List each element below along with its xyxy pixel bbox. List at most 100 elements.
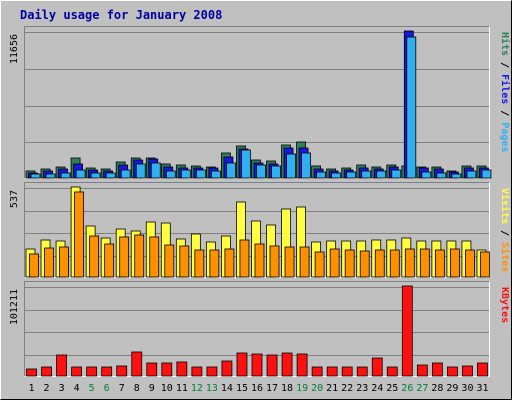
bar-pages-day-2 bbox=[45, 173, 56, 179]
bar-pages-day-16 bbox=[256, 164, 266, 179]
x-tick-label: 3 bbox=[59, 383, 65, 394]
bar-sites-day-21 bbox=[329, 248, 340, 278]
legend-entry-hits: Hits bbox=[499, 32, 511, 56]
bar-pages-day-5 bbox=[90, 172, 101, 179]
bar-pages-day-31 bbox=[481, 169, 492, 179]
legend-entry-files: Files bbox=[499, 74, 511, 104]
x-tick-label: 25 bbox=[386, 383, 398, 394]
panel-kbytes: 101211 KBytes bbox=[9, 281, 510, 377]
bar-sites-day-13 bbox=[209, 249, 220, 278]
bar-pages-day-20 bbox=[316, 171, 327, 179]
bar-kbytes-day-14 bbox=[221, 360, 233, 377]
x-axis-labels: 1 2 3 4 5 6 7 8 9 10 11 12 13 14 15 16 17 18 19 20 21 22 23 24 2… bbox=[29, 383, 489, 394]
bar-kbytes-day-30 bbox=[462, 365, 473, 377]
x-tick-label: 24 bbox=[371, 383, 383, 394]
legend-separator: / bbox=[499, 104, 510, 122]
bar-pages-day-3 bbox=[60, 172, 71, 179]
bar-pages-day-22 bbox=[346, 171, 357, 179]
legend-entry-visits: Visits bbox=[499, 188, 511, 224]
bar-sites-day-2 bbox=[44, 247, 54, 278]
x-tick-label: 27 bbox=[416, 383, 428, 394]
x-tick-label: 2 bbox=[44, 383, 50, 394]
bar-sites-day-11 bbox=[179, 245, 190, 278]
bar-sites-day-29 bbox=[450, 248, 460, 278]
bar-kbytes-day-18 bbox=[281, 352, 293, 377]
bar-pages-day-8 bbox=[135, 163, 146, 179]
bar-kbytes-day-23 bbox=[356, 366, 368, 377]
bar-kbytes-day-24 bbox=[371, 357, 383, 377]
bar-kbytes-day-4 bbox=[71, 366, 83, 377]
bar-pages-day-25 bbox=[391, 169, 402, 179]
y-max-label: 537 bbox=[9, 190, 20, 208]
legend-entry-kbytes: KBytes bbox=[499, 287, 510, 323]
panel-visits-sites: 537 Visits / Sites bbox=[9, 182, 511, 278]
bar-sites-day-10 bbox=[164, 244, 175, 278]
bar-sites-day-23 bbox=[359, 250, 370, 278]
x-tick-label: 29 bbox=[446, 383, 458, 394]
bar-sites-day-1 bbox=[29, 253, 39, 278]
x-tick-label: 31 bbox=[476, 383, 488, 394]
bar-sites-day-19 bbox=[299, 246, 310, 278]
bar-kbytes-day-1 bbox=[26, 368, 37, 377]
bar-kbytes-day-3 bbox=[56, 354, 67, 377]
bar-kbytes-day-26 bbox=[401, 285, 413, 377]
x-tick-label: 15 bbox=[236, 383, 248, 394]
x-tick-label: 16 bbox=[251, 383, 263, 394]
panel-background bbox=[24, 26, 490, 179]
x-tick-label: 11 bbox=[176, 383, 188, 394]
x-tick-label: 22 bbox=[341, 383, 353, 394]
bar-pages-day-11 bbox=[180, 169, 191, 179]
bar-kbytes-day-29 bbox=[447, 366, 458, 377]
bar-kbytes-day-2 bbox=[41, 366, 52, 377]
bar-sites-day-18 bbox=[284, 246, 295, 278]
x-tick-label: 21 bbox=[326, 383, 338, 394]
bar-sites-day-25 bbox=[389, 249, 400, 278]
x-tick-label: 13 bbox=[206, 383, 218, 394]
x-tick-label: 5 bbox=[89, 383, 95, 394]
bar-pages-day-24 bbox=[376, 170, 387, 179]
bar-kbytes-day-13 bbox=[206, 366, 218, 377]
bar-kbytes-day-16 bbox=[251, 353, 263, 377]
legend-separator: / bbox=[499, 56, 510, 74]
bar-pages-day-13 bbox=[210, 170, 221, 179]
bar-sites-day-6 bbox=[104, 243, 115, 278]
bar-pages-day-17 bbox=[271, 165, 281, 179]
legend: KBytes bbox=[499, 287, 510, 323]
bar-pages-day-15 bbox=[241, 149, 251, 179]
bar-sites-day-27 bbox=[419, 248, 430, 278]
x-tick-label: 9 bbox=[149, 383, 155, 394]
bar-sites-day-26 bbox=[404, 248, 415, 278]
bar-sites-day-7 bbox=[119, 236, 130, 278]
x-tick-label: 30 bbox=[461, 383, 473, 394]
bar-sites-day-9 bbox=[149, 236, 160, 278]
x-tick-label: 1 bbox=[29, 383, 35, 394]
bar-kbytes-day-9 bbox=[146, 362, 158, 377]
x-tick-label: 28 bbox=[431, 383, 443, 394]
x-tick-label: 26 bbox=[401, 383, 413, 394]
bar-sites-day-20 bbox=[314, 251, 325, 278]
bar-sites-day-17 bbox=[269, 245, 280, 278]
bar-kbytes-day-12 bbox=[191, 366, 203, 377]
chart-panels: 11656 Hits / Files / Pages 537 Visits / Sit… bbox=[9, 26, 511, 377]
bar-sites-day-30 bbox=[465, 249, 475, 278]
x-tick-label: 23 bbox=[356, 383, 368, 394]
bar-kbytes-day-31 bbox=[477, 362, 488, 377]
legend-entry-sites: Sites bbox=[499, 242, 511, 272]
legend: Hits / Files / Pages bbox=[499, 32, 511, 152]
bar-sites-day-4 bbox=[74, 191, 84, 278]
y-max-label: 11656 bbox=[9, 34, 20, 64]
bar-pages-day-10 bbox=[165, 170, 176, 179]
x-tick-label: 19 bbox=[296, 383, 308, 394]
bar-kbytes-day-27 bbox=[416, 364, 428, 377]
bar-sites-day-15 bbox=[239, 239, 250, 278]
bar-pages-day-12 bbox=[195, 169, 206, 179]
bar-sites-day-8 bbox=[134, 234, 145, 278]
bar-pages-day-27 bbox=[421, 171, 432, 179]
bar-kbytes-day-20 bbox=[311, 366, 323, 377]
x-tick-label: 18 bbox=[281, 383, 293, 394]
bar-pages-day-6 bbox=[105, 172, 116, 179]
legend-entry-pages: Pages bbox=[499, 122, 510, 152]
bar-pages-day-1 bbox=[30, 173, 41, 179]
bar-kbytes-day-11 bbox=[176, 361, 188, 377]
bar-pages-day-7 bbox=[120, 169, 131, 179]
